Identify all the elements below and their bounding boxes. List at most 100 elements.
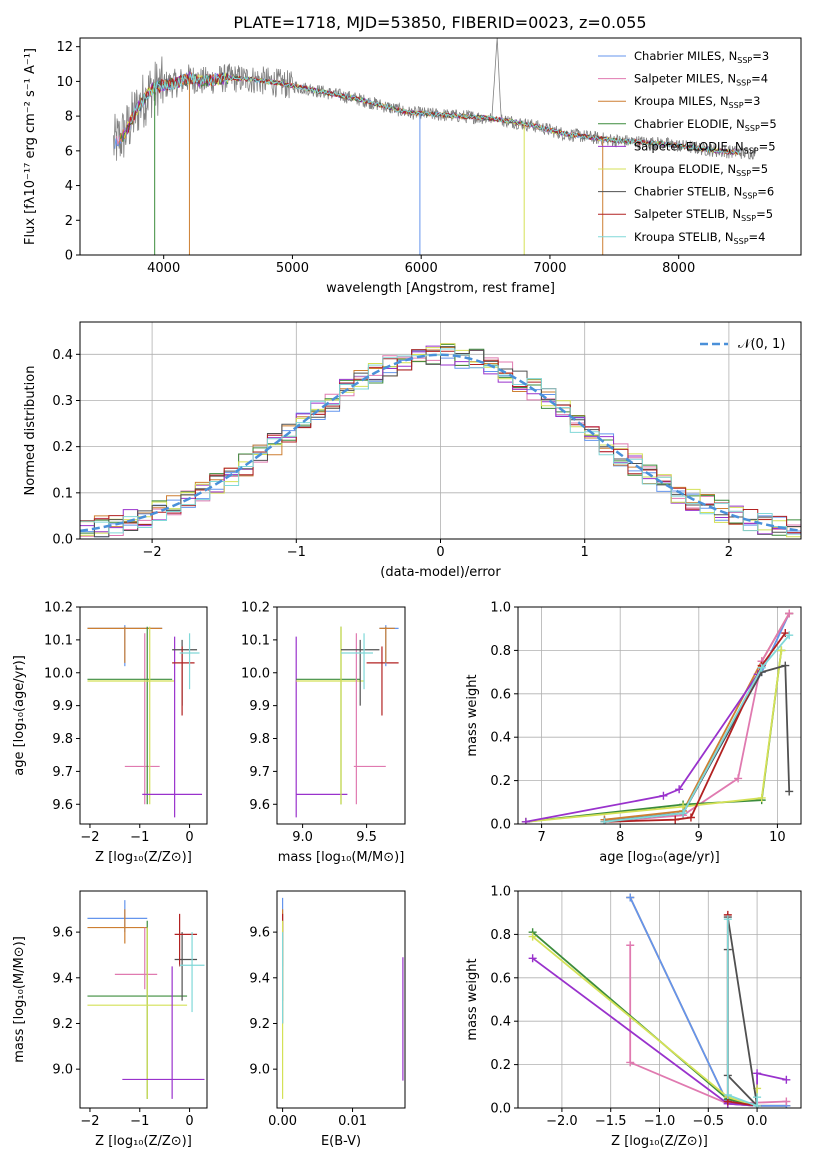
panel-weight_vs_z: −2.0 −1.5 −1.0 −0.5 0.0 0.0 0.2 0.4 0.6 0.8 1.0 Z [… bbox=[465, 885, 802, 1149]
y-tick-label: 0.2 bbox=[52, 440, 73, 455]
x-axis-label: Z [log₁₀(Z/Z⊙)] bbox=[95, 850, 192, 865]
weight-point-marker bbox=[723, 915, 732, 924]
legend-label: Salpeter STELIB, NSSP=5 bbox=[634, 207, 773, 223]
axes-frame bbox=[276, 606, 406, 825]
x-tick-label: −0.5 bbox=[693, 1114, 725, 1129]
weight-point-marker bbox=[757, 793, 766, 802]
weight-series-line bbox=[604, 613, 790, 823]
weight-point-marker bbox=[671, 815, 680, 824]
weight-series-line bbox=[726, 916, 759, 1108]
weight-point-marker bbox=[753, 1101, 762, 1108]
x-tick-label: 6000 bbox=[405, 261, 438, 276]
y-tick-label: 9.9 bbox=[249, 699, 270, 714]
weight-series-line bbox=[726, 919, 758, 1108]
y-axis-label: mass [log₁₀(M/M⊙)] bbox=[12, 936, 27, 1063]
weight-point-marker bbox=[626, 941, 635, 950]
y-tick-label: 9.2 bbox=[52, 1017, 73, 1032]
weight-series-line bbox=[604, 634, 790, 823]
y-tick-label: 9.4 bbox=[52, 971, 73, 986]
x-tick-label: 0 bbox=[185, 830, 193, 845]
y-tick-label: 10 bbox=[56, 75, 73, 90]
weight-point-marker bbox=[521, 817, 530, 824]
axes-frame bbox=[79, 37, 802, 256]
x-axis-label: Z [log₁₀(Z/Z⊙)] bbox=[611, 1134, 708, 1149]
legend-label-suffix: =5 bbox=[756, 207, 773, 221]
y-tick-label: 2 bbox=[65, 214, 73, 229]
weight-series-line bbox=[525, 650, 783, 823]
legend-label-suffix: =3 bbox=[744, 94, 761, 108]
y-tick-label: 9.8 bbox=[52, 732, 73, 747]
histogram-series bbox=[80, 343, 801, 538]
y-tick-label: 0.1 bbox=[52, 486, 73, 501]
y-tick-label: 0.6 bbox=[490, 971, 511, 986]
x-tick-label: −2 bbox=[80, 1114, 99, 1129]
y-axis-label: mass weight bbox=[465, 958, 480, 1040]
y-tick-label: 1.0 bbox=[490, 885, 511, 900]
y-tick-label: 0.6 bbox=[490, 687, 511, 702]
y-tick-label: 0.8 bbox=[490, 928, 511, 943]
y-tick-label: 9.0 bbox=[249, 1063, 270, 1078]
weight-point-marker bbox=[675, 785, 684, 794]
weight-point-marker bbox=[679, 809, 688, 818]
x-tick-label: 5000 bbox=[276, 261, 309, 276]
weight-point-marker bbox=[723, 1090, 732, 1099]
weight-point-marker bbox=[528, 932, 537, 941]
legend: Chabrier MILES, NSSP=3 Salpeter MILES, NS… bbox=[598, 49, 777, 246]
x-tick-label: 9.5 bbox=[356, 830, 377, 845]
y-tick-label: 0.0 bbox=[52, 533, 73, 548]
y-tick-label: 10.1 bbox=[241, 633, 270, 648]
legend-label: Kroupa MILES, NSSP=3 bbox=[634, 94, 760, 110]
y-tick-label: 0.4 bbox=[490, 731, 511, 746]
y-axis-label: Flux [fλ10⁻¹⁷ erg cm⁻² s⁻¹ A⁻¹] bbox=[23, 48, 38, 245]
y-tick-label: 0.2 bbox=[490, 774, 511, 789]
legend-label: Kroupa STELIB, NSSP=4 bbox=[634, 230, 765, 246]
y-tick-label: 9.9 bbox=[52, 699, 73, 714]
x-tick-label: 7 bbox=[537, 830, 545, 845]
y-tick-label: 10.0 bbox=[241, 666, 270, 681]
x-axis-label: mass [log₁₀(M/M⊙)] bbox=[278, 850, 405, 865]
legend-label: Salpeter MILES, NSSP=4 bbox=[634, 72, 768, 88]
legend-label-subscript: SSP bbox=[729, 101, 744, 110]
legend-label: 𝒩(0, 1) bbox=[738, 337, 785, 352]
axes-frame bbox=[517, 606, 802, 825]
weight-point-marker bbox=[782, 1097, 791, 1106]
legend-label: Chabrier ELODIE, NSSP=5 bbox=[634, 117, 777, 133]
weight-point-marker bbox=[528, 954, 537, 963]
x-tick-label: −1 bbox=[130, 830, 149, 845]
y-tick-label: 4 bbox=[65, 179, 73, 194]
weight-point-marker bbox=[785, 787, 794, 796]
y-tick-label: 9.6 bbox=[52, 926, 73, 941]
legend-label-subscript: SSP bbox=[734, 237, 749, 246]
x-tick-label: 10 bbox=[769, 830, 786, 845]
panel-residuals: −2 −1 0 1 2 0.0 0.1 0.2 0.3 0.4 (data-model)/error… bbox=[23, 321, 802, 580]
y-axis-label: age [log₁₀(age/yr)] bbox=[12, 655, 27, 776]
y-tick-label: 10.0 bbox=[44, 666, 73, 681]
x-tick-label: 0 bbox=[185, 1114, 193, 1129]
y-tick-label: 10.1 bbox=[44, 633, 73, 648]
axes-frame bbox=[79, 890, 208, 1109]
legend-label-suffix: =5 bbox=[751, 162, 768, 176]
weight-point-marker bbox=[734, 774, 743, 783]
x-tick-label: −1.0 bbox=[644, 1114, 676, 1129]
y-tick-label: 0.3 bbox=[52, 394, 73, 409]
weight-point-marker bbox=[777, 646, 786, 655]
y-tick-label: 9.6 bbox=[52, 798, 73, 813]
x-axis-label: (data-model)/error bbox=[380, 565, 501, 580]
weight-point-marker bbox=[600, 817, 609, 824]
plot-area bbox=[113, 38, 757, 255]
legend-label-suffix: =4 bbox=[749, 230, 766, 244]
panel-age_vs_mass: 9.0 9.5 9.6 9.7 9.8 9.9 10.0 10.1 10.2 mass [log₁… bbox=[241, 601, 406, 865]
x-tick-label: −2.0 bbox=[546, 1114, 578, 1129]
x-tick-label: 9.0 bbox=[292, 830, 313, 845]
y-tick-label: 9.8 bbox=[249, 732, 270, 747]
x-tick-label: 0.00 bbox=[268, 1114, 297, 1129]
plot-area bbox=[80, 343, 801, 538]
model-spectrum bbox=[130, 72, 741, 156]
y-tick-label: 0 bbox=[65, 249, 73, 264]
x-tick-label: −1.5 bbox=[595, 1114, 627, 1129]
normal-reference-curve bbox=[80, 353, 801, 533]
y-tick-label: 9.0 bbox=[52, 1063, 73, 1078]
legend-label: Kroupa ELODIE, NSSP=5 bbox=[634, 162, 768, 178]
axes-frame bbox=[276, 890, 406, 1109]
x-tick-label: 8000 bbox=[662, 261, 695, 276]
